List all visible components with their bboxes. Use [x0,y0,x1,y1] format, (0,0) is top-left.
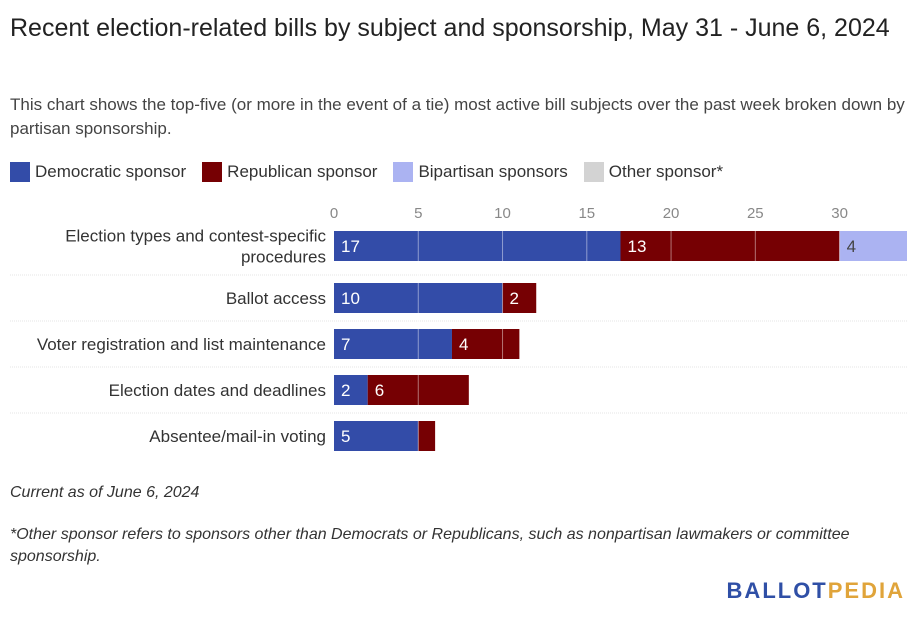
chart-title: Recent election-related bills by subject… [10,14,890,42]
data-label: 5 [341,427,350,446]
legend-swatch-democratic [10,162,30,182]
data-label: 10 [341,289,360,308]
category-label: Election types and contest-specific proce… [65,227,326,267]
data-label: 17 [341,237,360,256]
legend: Democratic sponsor Republican sponsor Bi… [10,160,739,184]
bar-segment [620,231,840,261]
bar-segment [334,329,452,359]
bar-segment [451,329,520,359]
legend-item-democratic: Democratic sponsor [10,162,186,182]
data-label: 4 [459,335,468,354]
bar-segment [502,283,537,313]
legend-label-other: Other sponsor* [608,162,724,181]
legend-label-republican: Republican sponsor [227,162,378,181]
x-tick-label: 25 [747,205,764,222]
bar-segment [418,421,436,451]
x-tick-label: 20 [663,205,680,222]
bar-segment [839,231,907,261]
legend-swatch-bipartisan [393,162,414,182]
legend-label-democratic: Democratic sponsor [35,162,187,181]
data-label: 2 [510,289,519,308]
legend-label-bipartisan: Bipartisan sponsors [418,162,568,181]
category-label: Election dates and deadlines [109,381,326,400]
legend-swatch-other [583,162,604,182]
chart-subtitle: This chart shows the top-five (or more i… [10,95,905,138]
data-label: 4 [847,237,856,256]
footnote: *Other sponsor refers to sponsors other … [10,526,850,565]
x-tick-label: 5 [414,205,422,222]
logo-part-pedia: PEDIA [827,578,905,603]
legend-item-republican: Republican sponsor [202,162,377,182]
logo-part-ballot: BALLOT [726,578,828,603]
as-of-note: Current as of June 6, 2024 [10,484,200,501]
legend-item-bipartisan: Bipartisan sponsors [393,162,568,182]
legend-item-other: Other sponsor* [583,162,724,182]
x-tick-label: 30 [831,205,848,222]
bar-segment [334,231,621,261]
x-tick-label: 0 [330,205,338,222]
bar-segment [334,421,419,451]
x-tick-label: 10 [494,205,511,222]
data-label: 2 [341,381,350,400]
category-label: Ballot access [226,289,326,308]
stacked-bar-chart: 0 5 10 15 20 25 30 17 13 4 10 2 7 4 2 6 5 Election types … [10,205,907,456]
category-label: Absentee/mail-in voting [149,427,326,446]
category-label: Voter registration and list maintenance [37,335,326,354]
bar-segment [334,375,368,405]
x-tick-label: 15 [578,205,595,222]
bar-segment [367,375,469,405]
ballotpedia-logo: BALLOTPEDIA [727,578,905,604]
data-label: 6 [375,381,384,400]
data-label: 13 [628,237,647,256]
legend-swatch-republican [202,162,223,182]
data-label: 7 [341,335,350,354]
bar-segment [334,283,503,313]
